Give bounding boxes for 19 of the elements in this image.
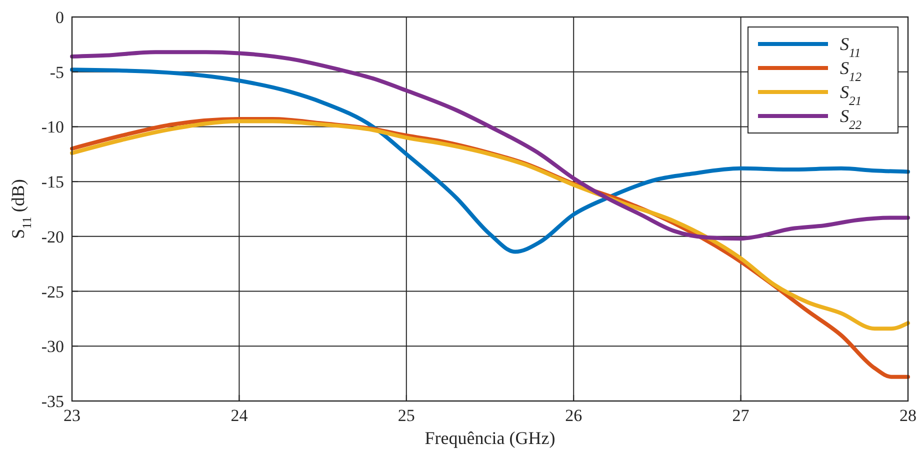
- x-tick-label: 24: [230, 406, 248, 425]
- x-tick-label: 28: [900, 406, 916, 425]
- legend-label: S$_{12}$: [840, 58, 862, 84]
- x-tick-label: 26: [565, 406, 582, 425]
- legend-label: S$_{22}$: [840, 106, 862, 132]
- y-tick-label: -5: [50, 62, 64, 82]
- y-tick-label: -20: [41, 227, 64, 246]
- y-tick-label: -15: [41, 172, 64, 192]
- x-tick-label: 23: [64, 406, 80, 425]
- x-tick-label: 27: [732, 406, 750, 425]
- legend-label: S$_{11}$: [840, 34, 861, 60]
- y-tick-label: -25: [41, 282, 64, 302]
- x-axis-title: Frequência (GHz): [424, 428, 556, 448]
- y-tick-label: -30: [41, 337, 64, 356]
- y-tick-label: 0: [56, 8, 64, 27]
- legend-label: S$_{21}$: [840, 82, 862, 108]
- y-tick-label: -35: [41, 392, 64, 411]
- y-tick-label: -10: [41, 118, 64, 137]
- x-tick-label: 25: [398, 406, 415, 425]
